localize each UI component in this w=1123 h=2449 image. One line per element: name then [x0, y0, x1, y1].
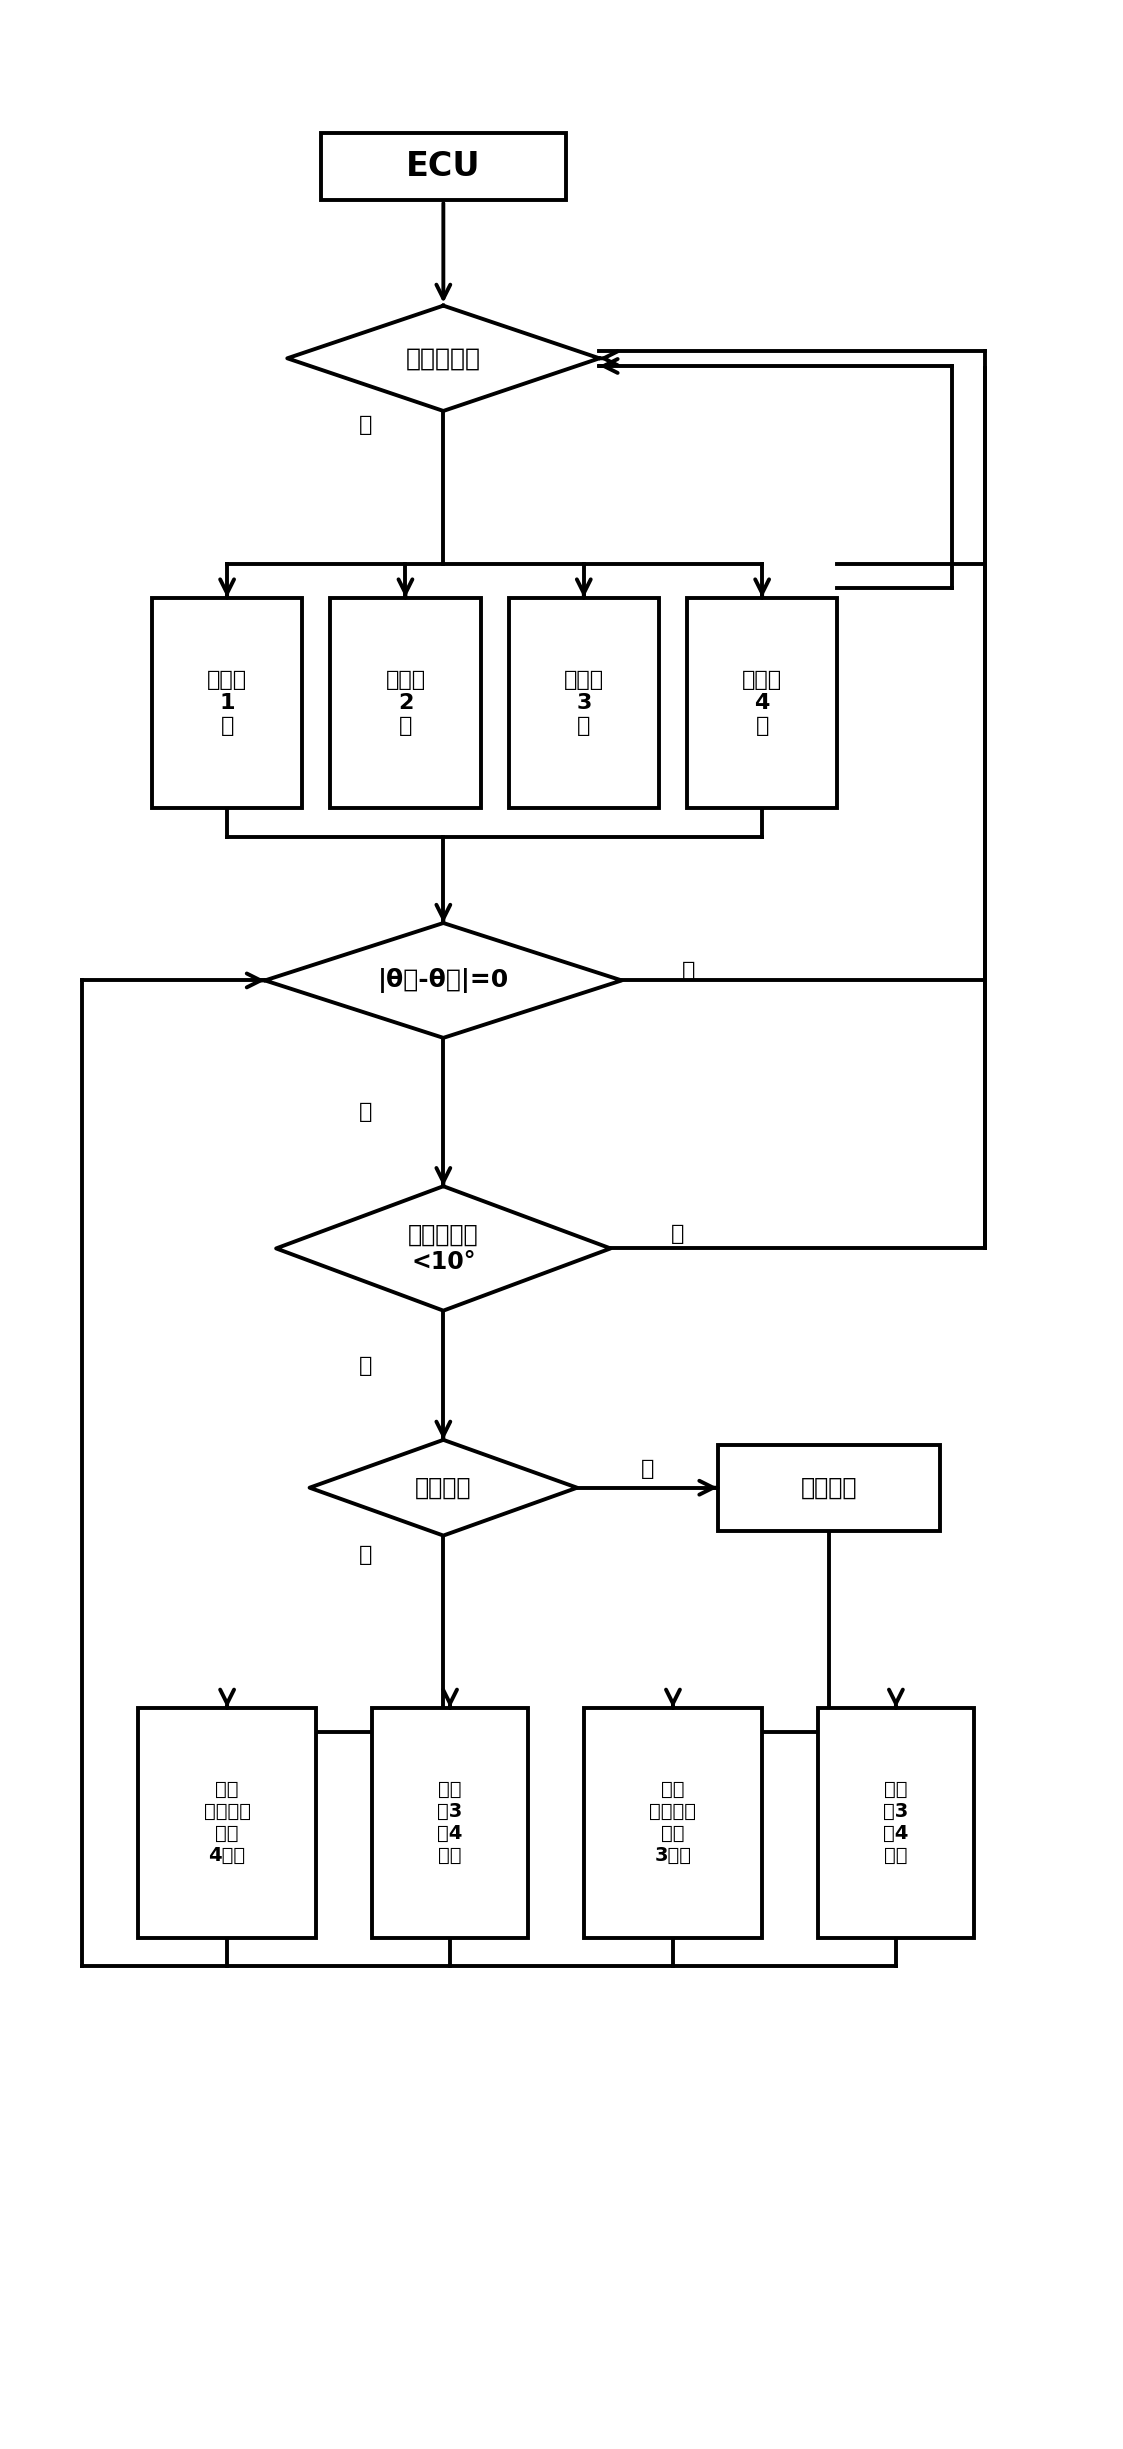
Text: 车轮左调: 车轮左调 — [416, 1477, 472, 1499]
Text: |θ左-θ右|=0: |θ左-θ右|=0 — [377, 967, 509, 992]
Text: ECU: ECU — [407, 149, 481, 184]
Text: 电磁阀
1
闭: 电磁阀 1 闭 — [207, 669, 247, 737]
Text: 方向盘转角
<10°: 方向盘转角 <10° — [408, 1222, 478, 1273]
Bar — [509, 598, 659, 808]
Text: 电磁阀
3
闭: 电磁阀 3 闭 — [564, 669, 604, 737]
Bar — [687, 598, 838, 808]
Text: 右电机故障: 右电机故障 — [405, 345, 481, 370]
Text: 否: 否 — [670, 1224, 684, 1244]
Text: 是: 是 — [358, 1357, 372, 1376]
Text: 否: 否 — [640, 1460, 654, 1479]
Text: 是: 是 — [682, 960, 695, 982]
Bar — [372, 1707, 528, 1937]
Text: 电磁
阀3
和4
打开: 电磁 阀3 和4 打开 — [437, 1780, 463, 1866]
Bar — [584, 1707, 763, 1937]
Text: 是: 是 — [358, 416, 372, 436]
Bar — [152, 598, 302, 808]
Bar — [138, 1707, 317, 1937]
Text: 否: 否 — [358, 1102, 372, 1122]
Text: 电磁阀
4
闭: 电磁阀 4 闭 — [742, 669, 783, 737]
Text: 是: 是 — [358, 1545, 372, 1565]
Text: 电磁阀
2
闭: 电磁阀 2 闭 — [385, 669, 426, 737]
Bar — [330, 598, 481, 808]
Bar — [718, 1445, 940, 1531]
Bar — [321, 132, 566, 201]
Text: 启动
液压泵，
接通
4通道: 启动 液压泵， 接通 4通道 — [203, 1780, 250, 1866]
Text: 启动
液压泵，
接通
3通道: 启动 液压泵， 接通 3通道 — [649, 1780, 696, 1866]
Text: 电磁
阀3
和4
打开: 电磁 阀3 和4 打开 — [883, 1780, 909, 1866]
Text: 车轮右调: 车轮右调 — [801, 1477, 857, 1499]
Bar — [818, 1707, 974, 1937]
